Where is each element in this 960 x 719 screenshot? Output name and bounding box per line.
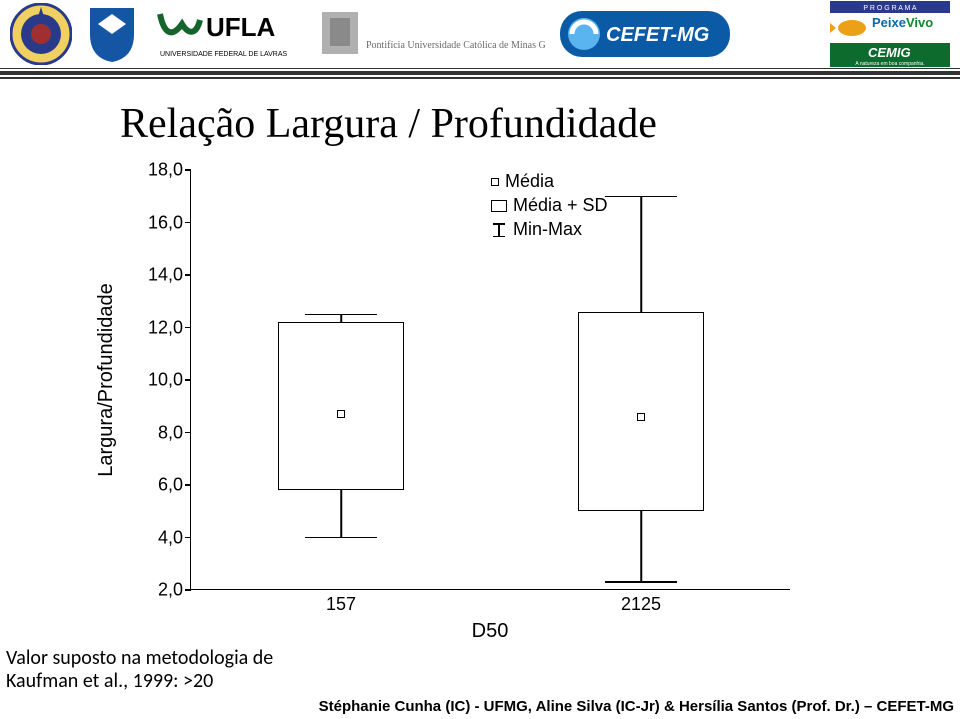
legend-minmax-label: Min-Max — [513, 218, 582, 241]
legend-mean: Média — [491, 170, 608, 194]
legend-minmax: Min-Max — [491, 218, 608, 242]
legend-mean-icon — [491, 178, 499, 186]
plot-area: Média Média + SD Min-Max 2,04,06,08,010,… — [190, 170, 790, 590]
mean-marker — [637, 413, 645, 421]
legend-minmax-icon — [491, 223, 507, 237]
ytick-mark — [185, 379, 191, 381]
pucminas-logo: Pontifícia Universidade Católica de Mina… — [316, 4, 546, 64]
mean-marker — [337, 410, 345, 418]
header-divider — [0, 72, 960, 79]
footnote-line1: Valor suposto na metodologia de — [6, 646, 273, 670]
boxplot-chart: Largura/Profundidade Média Média + SD Mi… — [90, 170, 830, 640]
sd-box — [578, 312, 704, 512]
ytick-label: 6,0 — [143, 475, 183, 496]
ytick-label: 12,0 — [143, 317, 183, 338]
legend-mean-label: Média — [505, 170, 554, 193]
svg-text:A natureza em boa companhia.: A natureza em boa companhia. — [855, 61, 924, 67]
ytick-mark — [185, 537, 191, 539]
peixevivo-cemig-logo: P R O G R A M A PeixeVivo CEMIG A nature… — [830, 1, 950, 67]
ytick-label: 2,0 — [143, 580, 183, 601]
ytick-mark — [185, 274, 191, 276]
seal-logo — [10, 3, 72, 65]
whisker-cap — [305, 537, 377, 539]
x-axis-label: D50 — [472, 620, 509, 643]
ytick-label: 14,0 — [143, 265, 183, 286]
sd-box — [278, 322, 404, 490]
svg-text:CEMIG: CEMIG — [868, 45, 911, 60]
ytick-label: 4,0 — [143, 527, 183, 548]
x-category-label: 2125 — [621, 594, 661, 615]
legend-sd: Média + SD — [491, 194, 608, 218]
unifal-logo — [86, 4, 138, 64]
ytick-mark — [185, 222, 191, 224]
whisker-cap — [305, 314, 377, 316]
chart-legend: Média Média + SD Min-Max — [491, 170, 608, 242]
ytick-mark — [185, 589, 191, 591]
svg-text:UFLA: UFLA — [206, 12, 276, 42]
legend-sd-icon — [491, 200, 507, 212]
x-category-label: 157 — [326, 594, 356, 615]
whisker-cap — [605, 581, 677, 583]
footnote: Valor suposto na metodologia de Kaufman … — [6, 647, 273, 693]
ufla-logo: UFLA UNIVERSIDADE FEDERAL DE LAVRAS — [152, 4, 302, 64]
svg-text:PeixeVivo: PeixeVivo — [872, 15, 933, 30]
header-logos: UFLA UNIVERSIDADE FEDERAL DE LAVRAS Pont… — [0, 0, 960, 72]
slide-title: Relação Largura / Profundidade — [120, 100, 657, 148]
svg-text:Pontifícia Universidade Católi: Pontifícia Universidade Católica de Mina… — [366, 40, 546, 51]
ytick-mark — [185, 484, 191, 486]
ytick-label: 8,0 — [143, 422, 183, 443]
svg-text:UNIVERSIDADE FEDERAL DE LAVRAS: UNIVERSIDADE FEDERAL DE LAVRAS — [160, 51, 288, 58]
svg-text:P R O G R A M A: P R O G R A M A — [863, 5, 916, 12]
y-axis-label: Largura/Profundidade — [95, 283, 118, 476]
svg-text:CEFET-MG: CEFET-MG — [606, 24, 709, 46]
ytick-label: 16,0 — [143, 212, 183, 233]
ytick-mark — [185, 169, 191, 171]
ytick-mark — [185, 432, 191, 434]
ytick-label: 18,0 — [143, 160, 183, 181]
credits: Stéphanie Cunha (IC) - UFMG, Aline Silva… — [319, 698, 954, 715]
cefet-logo: CEFET-MG — [560, 11, 730, 57]
footnote-line2: Kaufman et al., 1999: >20 — [6, 669, 213, 693]
ytick-mark — [185, 327, 191, 329]
ytick-label: 10,0 — [143, 370, 183, 391]
whisker-cap — [605, 196, 677, 198]
legend-sd-label: Média + SD — [513, 194, 608, 217]
